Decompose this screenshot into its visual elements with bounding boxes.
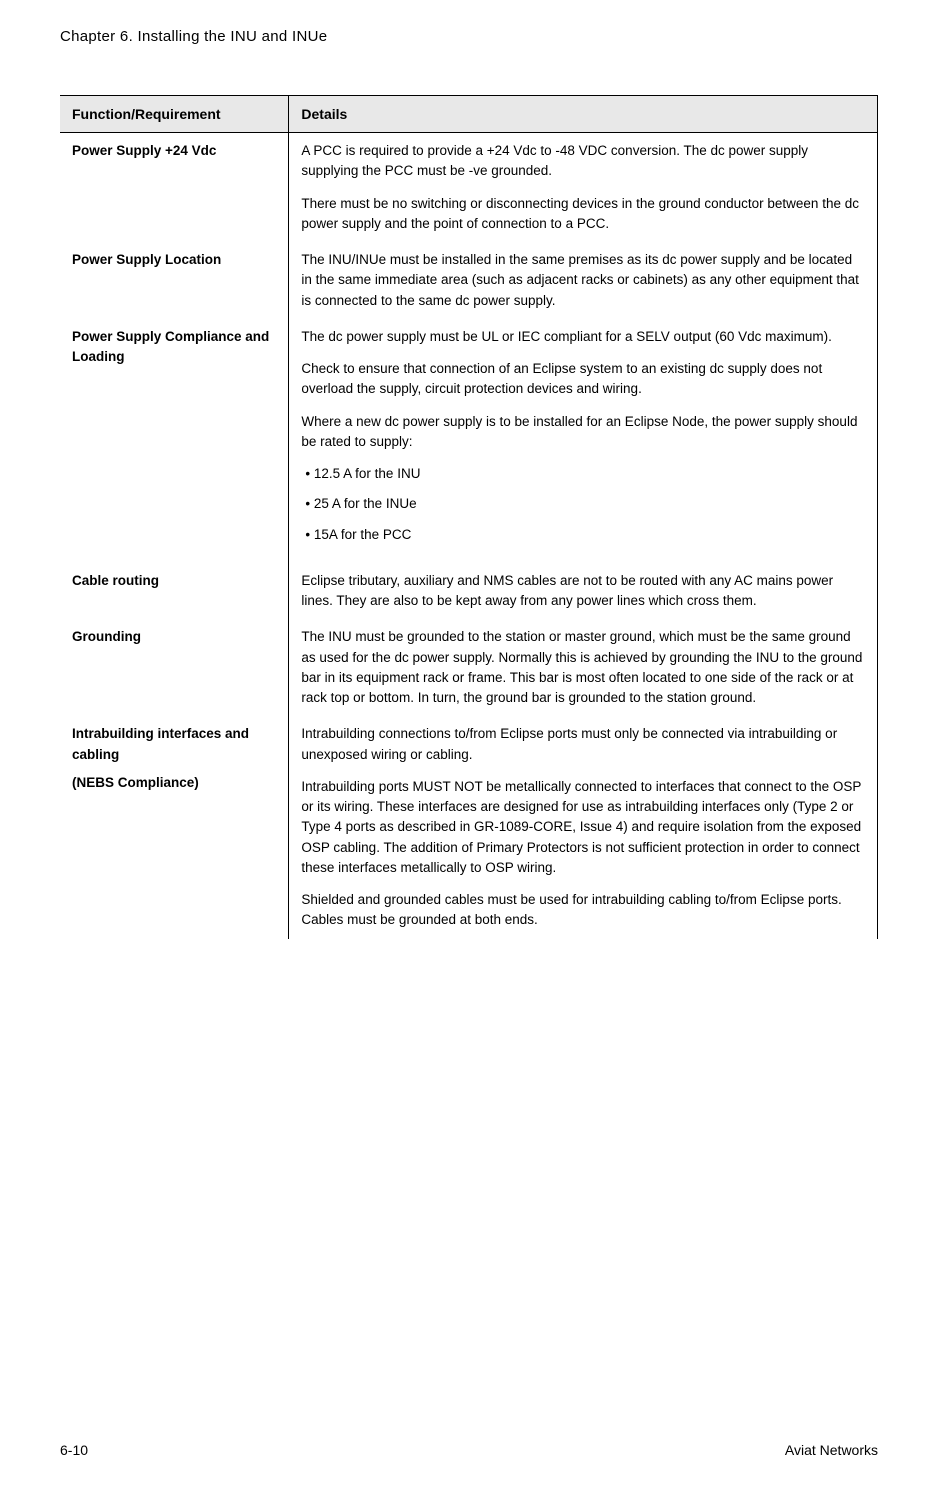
bullet-item: 15A for the PCC [301,525,865,545]
chapter-header: Chapter 6. Installing the INU and INUe [0,0,938,45]
main-content: Function/Requirement Details Power Suppl… [0,45,938,939]
page-footer: 6-10 Aviat Networks [60,1442,878,1458]
row-label-line2: (NEBS Compliance) [72,773,276,793]
table-row: Intrabuilding interfaces and cabling (NE… [60,716,878,938]
bullet-item: 25 A for the INUe [301,494,865,514]
table-row: Grounding The INU must be grounded to th… [60,619,878,716]
row-label: Power Supply Location [60,242,289,319]
bullet-item: 12.5 A for the INU [301,464,865,484]
table-row: Power Supply +24 Vdc A PCC is required t… [60,133,878,243]
row-details: The dc power supply must be UL or IEC co… [289,319,878,563]
row-label: Power Supply +24 Vdc [60,133,289,243]
detail-text: Check to ensure that connection of an Ec… [301,359,865,400]
brand-name: Aviat Networks [785,1442,878,1458]
detail-text: There must be no switching or disconnect… [301,194,865,235]
row-label: Grounding [60,619,289,716]
detail-text: Where a new dc power supply is to be ins… [301,412,865,453]
row-label: Power Supply Compliance and Loading [60,319,289,563]
table-row: Cable routing Eclipse tributary, auxilia… [60,563,878,620]
row-details: Intrabuilding connections to/from Eclips… [289,716,878,938]
column-header-function: Function/Requirement [60,96,289,133]
row-details: Eclipse tributary, auxiliary and NMS cab… [289,563,878,620]
detail-text: The INU must be grounded to the station … [301,627,865,708]
row-label-line1: Intrabuilding interfaces and cabling [72,724,276,765]
detail-text: The dc power supply must be UL or IEC co… [301,327,865,347]
detail-text: Shielded and grounded cables must be use… [301,890,865,931]
table-row: Power Supply Location The INU/INUe must … [60,242,878,319]
chapter-title: Chapter 6. Installing the INU and INUe [60,28,327,45]
row-details: The INU must be grounded to the station … [289,619,878,716]
page-number: 6-10 [60,1442,88,1458]
column-header-details: Details [289,96,878,133]
detail-text: The INU/INUe must be installed in the sa… [301,250,865,311]
detail-text: Intrabuilding connections to/from Eclips… [301,724,865,765]
detail-text: Intrabuilding ports MUST NOT be metallic… [301,777,865,878]
row-label: Cable routing [60,563,289,620]
requirements-table: Function/Requirement Details Power Suppl… [60,95,878,939]
detail-text: A PCC is required to provide a +24 Vdc t… [301,141,865,182]
table-row: Power Supply Compliance and Loading The … [60,319,878,563]
detail-text: Eclipse tributary, auxiliary and NMS cab… [301,571,865,612]
row-label: Intrabuilding interfaces and cabling (NE… [60,716,289,938]
row-details: A PCC is required to provide a +24 Vdc t… [289,133,878,243]
row-details: The INU/INUe must be installed in the sa… [289,242,878,319]
